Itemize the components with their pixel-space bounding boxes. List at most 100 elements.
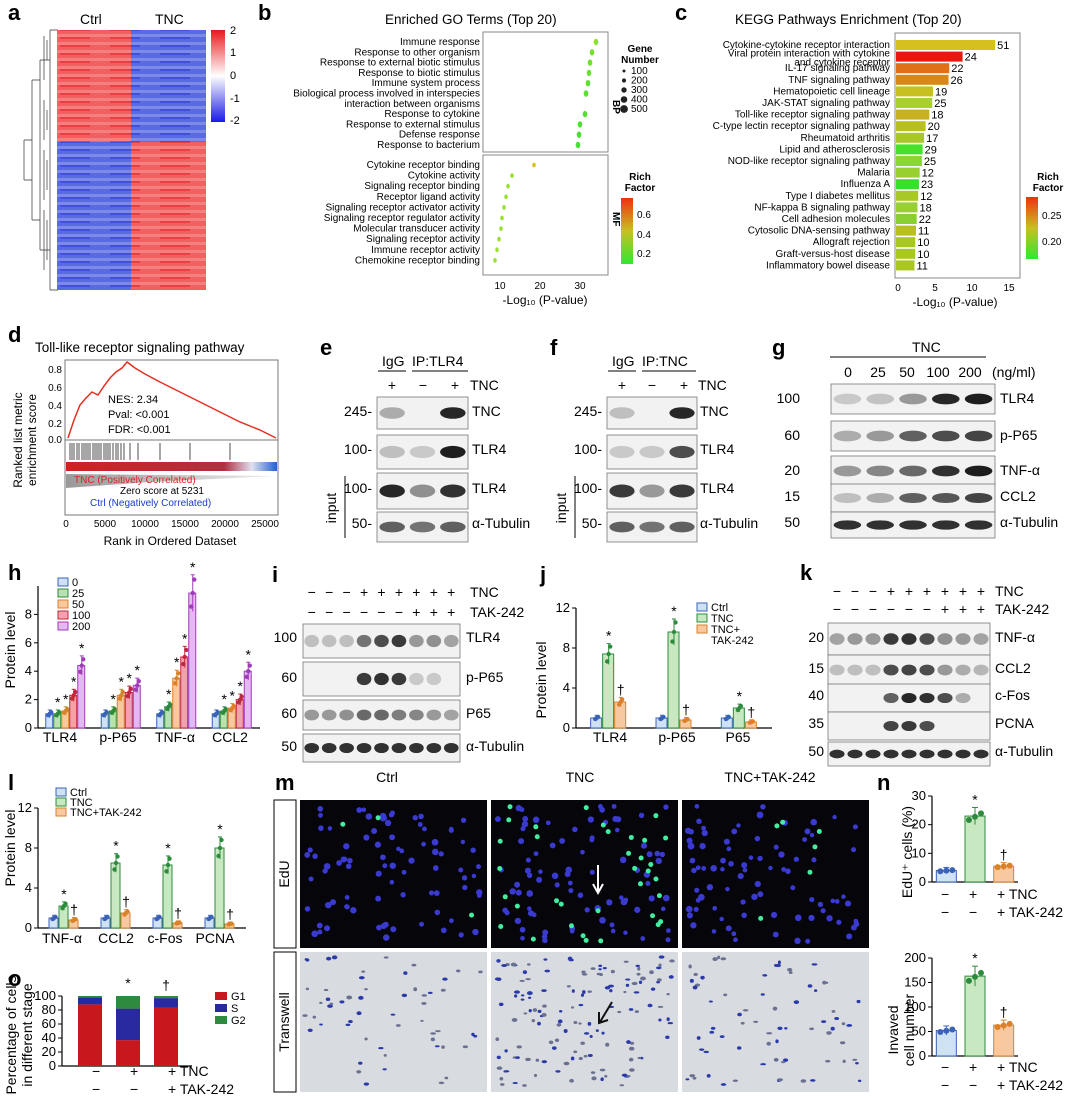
blot-band (932, 465, 960, 477)
invaded-cell (580, 993, 585, 997)
blot-band (899, 520, 927, 530)
blot-band (833, 520, 862, 530)
tak-sign: − (343, 604, 351, 620)
h-category: TLR4 (43, 729, 77, 745)
edu-positive-cell (498, 924, 504, 930)
invaded-cell (495, 1037, 500, 1041)
nucleus (619, 895, 624, 900)
nucleus (551, 872, 559, 880)
go-mf-dot (497, 236, 501, 242)
invaded-cell (348, 1020, 353, 1024)
invaded-cell (514, 990, 520, 994)
invaded-cell (762, 974, 768, 977)
y-tick-label: 200 (904, 950, 926, 965)
invaded-cell (339, 1000, 345, 1004)
go-mf-term: Signaling receptor regulator activity (324, 213, 480, 224)
panel-label-o: o (8, 966, 21, 991)
nucleus (542, 937, 548, 944)
nucleus (638, 812, 645, 819)
nucleus (461, 875, 468, 881)
nucleus (645, 880, 651, 887)
significance-star: * (61, 886, 67, 902)
edu-positive-cell (554, 898, 560, 904)
nucleus (808, 914, 815, 922)
invaded-cell (602, 966, 607, 970)
edu-image (682, 800, 869, 948)
blot-band (379, 445, 405, 459)
kegg-term: Type I diabetes mellitus (786, 191, 891, 202)
invaded-cell (535, 1058, 540, 1062)
y-tick-label: 2 (25, 692, 32, 707)
invaded-cell (777, 960, 781, 965)
invaded-cell (441, 1045, 445, 1049)
invaded-cell (830, 1026, 835, 1031)
invaded-cell (302, 1014, 308, 1017)
y-tick-label: 8 (25, 840, 32, 855)
data-point (173, 681, 178, 686)
invaded-cell (583, 1054, 588, 1058)
gene-number-title: Gene (627, 44, 652, 55)
kegg-bar (896, 260, 915, 271)
y-tick-label: 80 (42, 1002, 56, 1017)
gsea-pos-label: TNC (Positively Correlated) (74, 475, 196, 486)
nucleus (462, 884, 468, 891)
legend-swatch (57, 577, 69, 587)
kegg-term: Lipid and atherosclerosis (779, 144, 890, 155)
nucleus (619, 856, 627, 864)
blot-i (302, 623, 461, 763)
nucleus (701, 829, 708, 837)
nucleus (794, 937, 801, 945)
go-bp-term: Response to external biotic stimulus (320, 58, 480, 69)
nucleus (342, 856, 348, 862)
gsea-x-tick: 20000 (211, 519, 239, 530)
nucleus (318, 812, 323, 818)
mw-marker: 100- (344, 441, 372, 457)
tnc-sign: + (412, 584, 420, 600)
edu-positive-cell (595, 908, 601, 914)
invaded-cell (689, 1074, 696, 1078)
nucleus (711, 929, 717, 934)
blot-band (919, 720, 935, 732)
kegg-term: Hematopoietic cell lineage (773, 86, 890, 97)
go-bp-dot (577, 121, 583, 128)
stacked-bar-G1 (78, 1004, 102, 1066)
invaded-cell (537, 1021, 541, 1026)
blot-band (883, 749, 899, 759)
o-sign: − (130, 1081, 138, 1097)
significance-dagger: * (246, 646, 252, 662)
invaded-cell (462, 1045, 469, 1049)
nucleus (422, 826, 427, 832)
rich-factor-title: Factor (625, 183, 656, 194)
o-sign: − (92, 1063, 100, 1079)
nucleus (304, 852, 311, 858)
nucleus (686, 912, 693, 919)
blot-band (669, 407, 695, 419)
nucleus (841, 894, 846, 899)
invaded-cell (358, 976, 365, 980)
invaded-cell (522, 970, 528, 975)
tnc-sign: + (959, 583, 967, 599)
kegg-term: Graft-versus-host disease (776, 249, 891, 260)
gene-size-dot (620, 96, 628, 103)
invaded-cell (841, 1022, 846, 1026)
gene-size-dot (622, 69, 626, 73)
data-point (105, 914, 110, 920)
nucleus (344, 904, 350, 910)
nucleus (418, 813, 424, 820)
edu-positive-cell (497, 866, 503, 872)
dose-unit: (ng/ml) (992, 364, 1036, 380)
kegg-count: 51 (997, 40, 1009, 52)
go-bp-term: Response to cytokine (384, 109, 480, 120)
blot-band (409, 709, 424, 721)
invaded-cell (523, 1012, 528, 1015)
kegg-count: 29 (925, 144, 937, 156)
nucleus (375, 895, 382, 902)
edu-positive-cell (497, 838, 503, 844)
go-mf-frame (482, 154, 609, 276)
transwell-image (682, 952, 869, 1092)
invaded-cell (499, 1076, 504, 1081)
nucleus (421, 841, 426, 847)
edu-positive-cell (533, 824, 539, 830)
